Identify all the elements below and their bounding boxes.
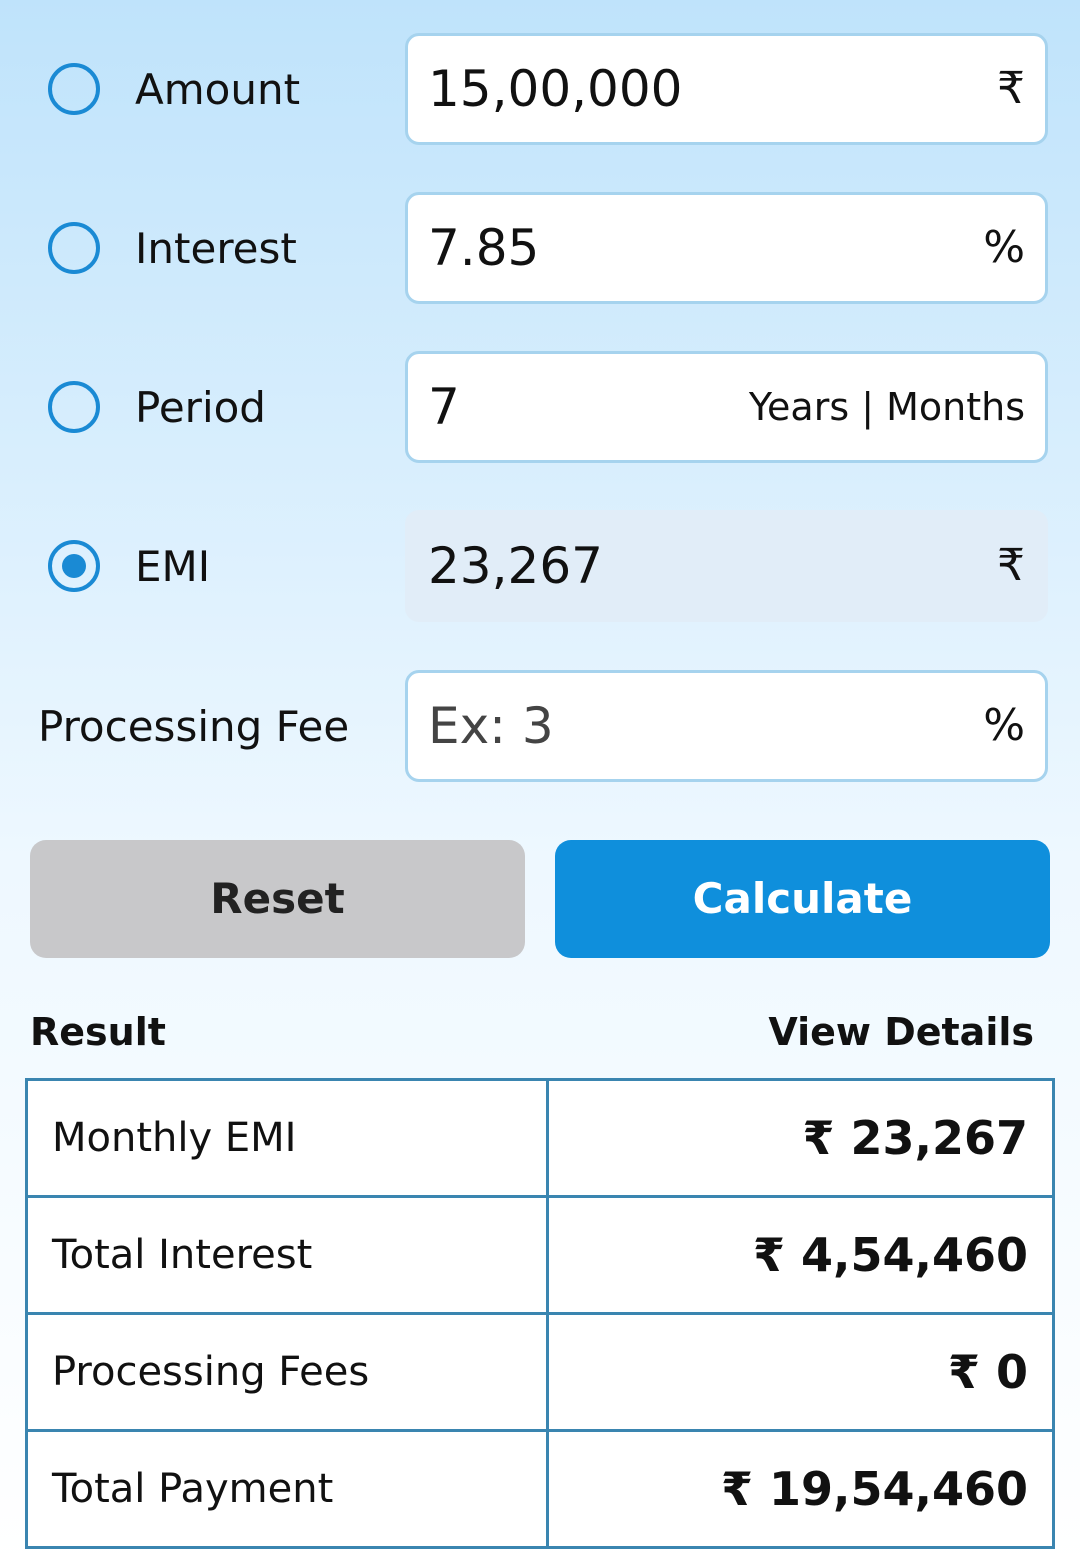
radio[interactable] xyxy=(48,222,100,274)
input[interactable]: 23,267 ₹ xyxy=(405,510,1048,622)
row-label: Total Payment xyxy=(25,1429,549,1549)
row-label: Monthly EMI xyxy=(25,1078,549,1198)
row-value: ₹ 4,54,460 xyxy=(545,1195,1056,1315)
row-value: ₹ 0 xyxy=(545,1312,1056,1432)
unit: Years | Months xyxy=(748,385,1025,429)
label: Period xyxy=(135,383,266,432)
input[interactable]: 7.85% xyxy=(405,192,1048,304)
result-table: Monthly EMI ₹ 23,267 Total Interest ₹ 4,54,… xyxy=(25,1078,1056,1549)
field-row: EMI 23,267 ₹ xyxy=(0,510,1080,624)
unit: % xyxy=(983,222,1025,273)
row-value: ₹ 19,54,460 xyxy=(545,1429,1056,1549)
fee-input[interactable]: Ex: 3% xyxy=(405,670,1048,782)
label: EMI xyxy=(135,542,211,591)
row-value: ₹ 23,267 xyxy=(545,1078,1056,1198)
unit: % xyxy=(983,700,1025,751)
field-row: Period 7 Years | Months xyxy=(0,351,1080,465)
result-title: Result xyxy=(30,1010,166,1054)
result-row: Monthly EMI ₹ 23,267 xyxy=(25,1078,1056,1198)
result-row: Total Interest ₹ 4,54,460 xyxy=(25,1195,1056,1315)
reset-button[interactable]: Reset xyxy=(30,840,525,958)
result-row: Total Payment ₹ 19,54,460 xyxy=(25,1429,1056,1549)
unit: ₹ xyxy=(997,540,1025,591)
calculate-button[interactable]: Calculate xyxy=(555,840,1050,958)
result-row: Processing Fees ₹ 0 xyxy=(25,1312,1056,1432)
value: 7 xyxy=(428,378,460,436)
row-label: Processing Fees xyxy=(25,1312,549,1432)
row-label: Total Interest xyxy=(25,1195,549,1315)
view-details[interactable]: View Details xyxy=(768,1010,1034,1054)
label: Processing Fee xyxy=(38,702,350,751)
field-row: Amount 15,00,000 ₹ xyxy=(0,33,1080,147)
fee-row: Processing Fee Ex: 3% xyxy=(0,670,1080,784)
input[interactable]: 15,00,000 ₹ xyxy=(405,33,1048,145)
unit: ₹ xyxy=(997,63,1025,114)
label: Interest xyxy=(135,224,297,273)
value: 15,00,000 xyxy=(428,60,683,118)
field-row: Interest 7.85% xyxy=(0,192,1080,306)
value: 7.85 xyxy=(428,219,540,277)
radio[interactable] xyxy=(48,540,100,592)
input[interactable]: 7 Years | Months xyxy=(405,351,1048,463)
radio[interactable] xyxy=(48,381,100,433)
value: 23,267 xyxy=(428,537,603,595)
radio[interactable] xyxy=(48,63,100,115)
label: Amount xyxy=(135,65,301,114)
placeholder: Ex: 3 xyxy=(428,697,554,755)
